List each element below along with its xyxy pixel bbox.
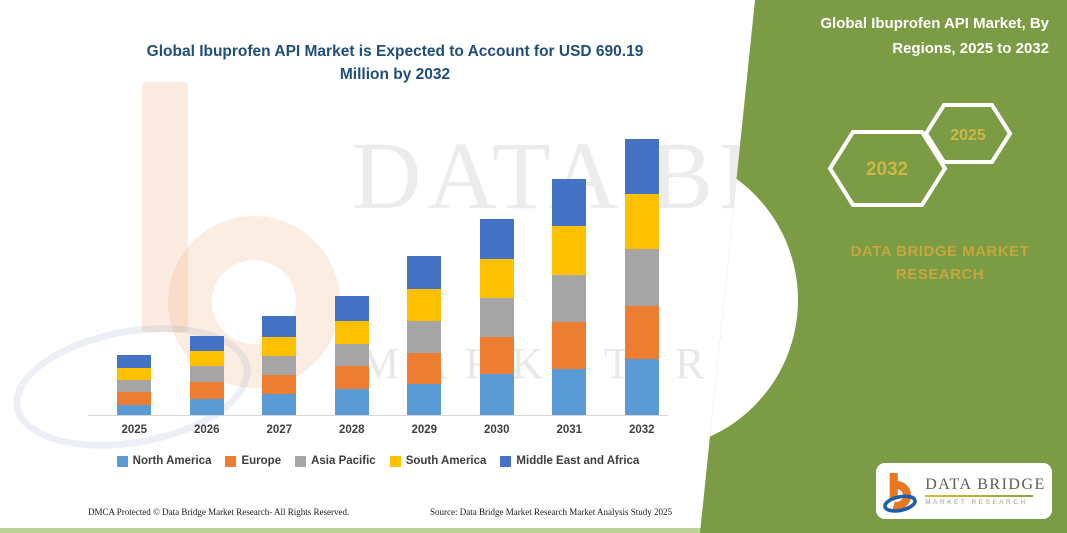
hexagon-2025 xyxy=(923,103,1013,164)
side-panel: Global Ibuprofen API Market, By Regions,… xyxy=(700,0,1067,533)
bar-segment-2030-south-america xyxy=(479,259,514,299)
bar-2030 xyxy=(479,219,514,415)
bar-2031 xyxy=(552,178,587,415)
logo-divider xyxy=(925,495,1034,497)
legend-swatch xyxy=(389,455,401,467)
bar-segment-2026-middle-east-and-africa xyxy=(189,336,224,351)
bar-segment-2025-asia-pacific xyxy=(117,380,152,393)
bar-2025 xyxy=(117,355,152,415)
chart-title: Global Ibuprofen API Market is Expected … xyxy=(146,43,644,84)
bar-segment-2029-asia-pacific xyxy=(407,320,442,353)
bar-segment-2032-europe xyxy=(624,305,659,360)
brand-text: DATA BRIDGE MARKET RESEARCH xyxy=(850,243,1030,284)
legend-swatch xyxy=(116,455,128,467)
bar-segment-2032-middle-east-and-africa xyxy=(624,138,659,194)
bar-2028 xyxy=(334,296,369,415)
legend-swatch xyxy=(225,455,237,467)
data-bridge-logo-icon xyxy=(883,473,918,513)
bar-segment-2030-north-america xyxy=(479,374,514,415)
bar-segment-2026-europe xyxy=(189,382,224,399)
bar-segment-2027-middle-east-and-africa xyxy=(262,315,297,338)
x-axis-labels: 2025 2026 2027 2028 2029 2030 2031 2032 xyxy=(98,424,678,436)
legend-item-europe: Europe xyxy=(225,455,281,467)
legend-label: Middle East and Africa xyxy=(516,455,640,467)
footer-source: Source: Data Bridge Market Research Mark… xyxy=(430,507,672,517)
bar-segment-2026-south-america xyxy=(189,350,224,367)
legend-label: Europe xyxy=(241,455,282,467)
bar-segment-2028-south-america xyxy=(334,320,369,345)
bar-2029 xyxy=(407,255,442,415)
side-panel-title: Global Ibuprofen API Market, By Regions,… xyxy=(820,15,1049,57)
legend-label: North America xyxy=(132,455,212,467)
x-tick-2029: 2029 xyxy=(411,424,438,436)
bar-segment-2025-europe xyxy=(117,392,152,405)
legend-label: Asia Pacific xyxy=(311,455,376,467)
bar-segment-2030-asia-pacific xyxy=(479,298,514,338)
bar-2027 xyxy=(262,315,297,415)
bar-segment-2028-europe xyxy=(334,366,369,389)
hexagon-2032 xyxy=(827,130,948,207)
legend-item-south-america: South America xyxy=(389,455,487,467)
bar-segment-2031-south-america xyxy=(552,226,587,275)
footer-copyright: DMCA Protected © Data Bridge Market Rese… xyxy=(88,507,350,517)
chart-legend: North America Europe Asia Pacific South Ame… xyxy=(88,455,668,467)
bars-row xyxy=(98,130,678,415)
legend-item-north-america: North America xyxy=(116,455,212,467)
bar-segment-2030-middle-east-and-africa xyxy=(479,219,514,260)
bar-segment-2031-north-america xyxy=(552,368,587,415)
logo-brand-text: DATA BRIDGE xyxy=(925,476,1046,493)
bar-segment-2028-asia-pacific xyxy=(334,344,369,367)
legend-label: South America xyxy=(405,455,487,467)
forecast-hexagons: 2032 2025 xyxy=(827,103,1013,207)
bar-segment-2026-north-america xyxy=(189,399,224,415)
bar-segment-2029-south-america xyxy=(407,288,442,321)
bar-segment-2027-asia-pacific xyxy=(262,355,297,375)
bar-segment-2031-asia-pacific xyxy=(552,274,587,322)
hexagon-2025-label: 2025 xyxy=(950,127,986,144)
bar-segment-2027-south-america xyxy=(262,337,297,356)
bar-segment-2027-north-america xyxy=(262,394,297,415)
bar-segment-2025-south-america xyxy=(117,367,152,381)
bar-segment-2032-south-america xyxy=(624,193,659,250)
x-tick-2031: 2031 xyxy=(556,424,583,436)
bar-segment-2029-middle-east-and-africa xyxy=(407,255,442,289)
x-tick-2026: 2026 xyxy=(193,424,220,436)
x-axis-line xyxy=(88,415,668,416)
bar-2026 xyxy=(189,336,224,415)
logo-box: DATA BRIDGE MARKET RESEARCH xyxy=(876,463,1052,519)
legend-swatch xyxy=(295,455,307,467)
bar-segment-2030-europe xyxy=(479,337,514,375)
bar-segment-2026-asia-pacific xyxy=(189,366,224,383)
logo-tagline: MARKET RESEARCH xyxy=(925,499,1028,506)
bar-segment-2025-middle-east-and-africa xyxy=(117,355,152,368)
legend-item-middle-east-and-africa: Middle East and Africa xyxy=(500,455,639,467)
x-tick-2032: 2032 xyxy=(628,424,655,436)
bar-segment-2028-north-america xyxy=(334,389,369,415)
bar-segment-2028-middle-east-and-africa xyxy=(334,296,369,321)
x-tick-2027: 2027 xyxy=(266,424,293,436)
bar-segment-2027-europe xyxy=(262,374,297,394)
hexagon-2032-label: 2032 xyxy=(866,159,908,180)
bar-segment-2032-asia-pacific xyxy=(624,249,659,306)
x-tick-2030: 2030 xyxy=(483,424,510,436)
bar-segment-2031-middle-east-and-africa xyxy=(552,178,587,227)
legend-item-asia-pacific: Asia Pacific xyxy=(295,455,376,467)
footer: DMCA Protected © Data Bridge Market Rese… xyxy=(88,507,672,517)
bar-segment-2025-north-america xyxy=(117,404,152,415)
bar-segment-2029-europe xyxy=(407,352,442,384)
bar-segment-2032-north-america xyxy=(624,359,659,415)
x-tick-2028: 2028 xyxy=(338,424,365,436)
bar-segment-2031-europe xyxy=(552,321,587,369)
bar-2032 xyxy=(624,138,659,415)
x-tick-2025: 2025 xyxy=(121,424,148,436)
bottom-green-strip xyxy=(0,528,702,533)
bar-segment-2029-north-america xyxy=(407,383,442,415)
legend-swatch xyxy=(500,455,512,467)
